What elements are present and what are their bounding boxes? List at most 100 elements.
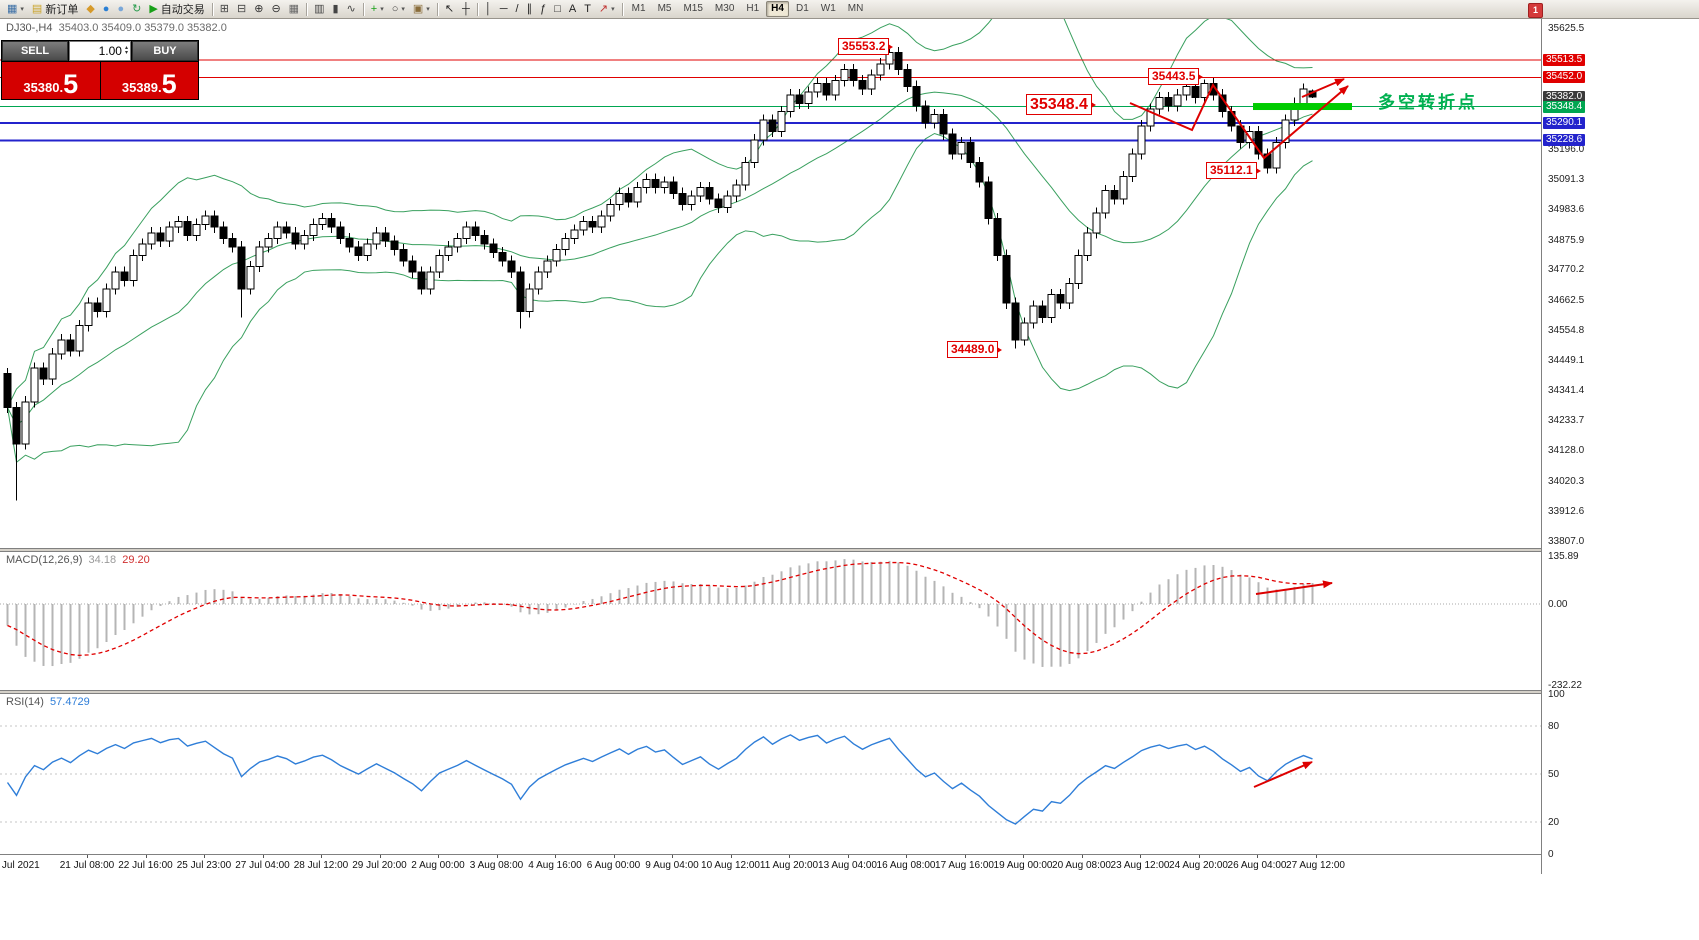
timeframe-d1[interactable]: D1 bbox=[795, 3, 809, 14]
time-axis-label: 21 Jul 08:00 bbox=[59, 860, 115, 871]
price-tick-label: 34128.0 bbox=[1548, 445, 1585, 457]
trend-zigzag-arrow[interactable] bbox=[1129, 83, 1349, 160]
trend-arrow-object[interactable] bbox=[1301, 78, 1345, 98]
candle-body bbox=[876, 63, 885, 76]
candle-body bbox=[39, 367, 48, 380]
period-separator-icon[interactable]: ⊟ bbox=[233, 0, 250, 18]
autotrading-button[interactable]: ▶ 自动交易 bbox=[145, 0, 208, 18]
market-watch-button[interactable]: ● bbox=[99, 0, 114, 18]
notification-badge[interactable]: 1 bbox=[1527, 3, 1543, 18]
timeframe-mn[interactable]: MN bbox=[847, 3, 864, 14]
cursor-button[interactable]: ↖ bbox=[441, 0, 458, 18]
fibonacci-button[interactable]: ƒ bbox=[536, 0, 550, 18]
timeframe-m15[interactable]: M15 bbox=[683, 3, 703, 14]
bollinger-lower-band bbox=[7, 132, 1313, 464]
periods-button[interactable]: ○ ▾ bbox=[388, 0, 409, 18]
crosshair-button[interactable]: ┼ bbox=[458, 0, 474, 18]
candle-body bbox=[741, 161, 750, 186]
horizontal-line-button[interactable]: ─ bbox=[496, 0, 512, 18]
timeframe-w1[interactable]: W1 bbox=[820, 3, 836, 14]
trend-arrow-object[interactable] bbox=[1255, 580, 1333, 595]
autotrading-button-icon: ▶ bbox=[149, 2, 158, 15]
new-chart-button[interactable]: ▦ ▾ bbox=[3, 0, 28, 18]
trendline-button[interactable]: / bbox=[512, 0, 523, 18]
symbol-name: DJ30-,H4 bbox=[6, 22, 53, 34]
timeframe-m30[interactable]: M30 bbox=[714, 3, 735, 14]
zoom-out-button[interactable]: ⊖ bbox=[267, 0, 284, 18]
candle-body bbox=[1137, 125, 1146, 155]
main-price-chart[interactable]: DJ30-,H4 35403.0 35409.0 35379.0 35382.0… bbox=[0, 19, 1541, 549]
macd-indicator-panel[interactable]: MACD(12,26,9) 34.18 29.20 bbox=[0, 552, 1541, 690]
zoom-in-button[interactable]: ⊕ bbox=[250, 0, 267, 18]
macd-scale-label: -232.22 bbox=[1548, 680, 1582, 692]
time-axis-tick bbox=[1023, 854, 1024, 858]
tile-windows-button[interactable]: ▦ bbox=[285, 0, 303, 18]
panel-divider[interactable] bbox=[0, 690, 1699, 694]
candle-body bbox=[732, 184, 741, 197]
macd-main-value: 34.18 bbox=[88, 554, 117, 566]
fibonacci-button-icon: ƒ bbox=[540, 2, 547, 15]
candle-body bbox=[498, 252, 507, 262]
toolbar-separator bbox=[436, 2, 438, 16]
candlestick-chart-button[interactable]: ▮ bbox=[328, 0, 342, 18]
candle-body bbox=[561, 237, 570, 251]
price-tick-label: 34341.4 bbox=[1548, 385, 1585, 397]
turning-point-note[interactable]: 多空转折点 bbox=[1378, 93, 1478, 112]
data-window-button[interactable]: ● bbox=[113, 0, 128, 18]
timeframe-m1[interactable]: M1 bbox=[631, 3, 646, 14]
candle-body bbox=[264, 237, 273, 248]
trend-arrow-object[interactable] bbox=[1253, 761, 1313, 788]
support-band-object[interactable] bbox=[1253, 103, 1352, 111]
candle-body bbox=[183, 221, 192, 237]
channel-button[interactable]: ∥ bbox=[523, 0, 537, 18]
timeframe-h4[interactable]: H4 bbox=[766, 1, 789, 17]
candle-body bbox=[21, 401, 30, 445]
shapes-button[interactable]: □ bbox=[550, 0, 565, 18]
candle-body bbox=[849, 68, 858, 82]
price-annotation[interactable]: 35443.5 bbox=[1148, 68, 1204, 85]
text-label-button[interactable]: T bbox=[580, 0, 595, 18]
sell-price[interactable]: 35380. 5 bbox=[2, 62, 100, 99]
time-axis-tick bbox=[379, 854, 381, 858]
buy-price[interactable]: 35389. 5 bbox=[100, 62, 198, 99]
buy-button[interactable]: BUY bbox=[132, 41, 198, 61]
metaeditor-button[interactable]: ◆ bbox=[82, 0, 98, 18]
refresh-button[interactable]: ↻ bbox=[128, 0, 145, 18]
lot-spin-down-icon[interactable]: ▾ bbox=[124, 50, 128, 56]
candle-body bbox=[1191, 85, 1200, 99]
sell-button[interactable]: SELL bbox=[2, 41, 68, 61]
line-chart-button[interactable]: ∿ bbox=[343, 0, 360, 18]
time-axis-label: 19 Aug 00:00 bbox=[993, 860, 1053, 871]
candle-body bbox=[1038, 305, 1047, 318]
timeframe-m5[interactable]: M5 bbox=[657, 3, 672, 14]
candle-body bbox=[147, 232, 156, 245]
vertical-line-button[interactable]: │ bbox=[481, 0, 496, 18]
bar-chart-button[interactable]: ▥ bbox=[310, 0, 328, 18]
new-order-button[interactable]: ▤ 新订单 bbox=[28, 0, 82, 18]
timeframe-h1[interactable]: H1 bbox=[746, 3, 760, 14]
arrows-button[interactable]: ↗ ▾ bbox=[595, 0, 619, 18]
candle-body bbox=[705, 187, 714, 200]
candle-body bbox=[777, 111, 786, 132]
lot-size-input[interactable]: 1.00 ▴ ▾ bbox=[69, 41, 131, 61]
text-button[interactable]: A bbox=[565, 0, 580, 18]
rsi-scale-label: 20 bbox=[1548, 817, 1560, 828]
time-axis-label: 23 Aug 12:00 bbox=[1110, 860, 1170, 871]
lot-spin-up-icon[interactable]: ▴ bbox=[124, 45, 128, 51]
candle-body bbox=[1200, 83, 1209, 99]
indicator-window-icon[interactable]: ⊞ bbox=[216, 0, 233, 18]
rsi-indicator-panel[interactable]: RSI(14) 57.4729 bbox=[0, 694, 1541, 854]
price-annotation[interactable]: 35553.2 bbox=[838, 38, 894, 55]
panel-divider[interactable] bbox=[0, 548, 1699, 552]
price-annotation[interactable]: 34489.0 bbox=[947, 341, 1003, 358]
indicators-button[interactable]: + ▾ bbox=[367, 0, 388, 18]
template-button[interactable]: ▣ ▾ bbox=[409, 0, 434, 18]
price-scale[interactable]: 35625.5 35196.0 35091.3 34983.6 34875.9 34770… bbox=[1541, 19, 1699, 874]
lot-spinner[interactable]: ▴ ▾ bbox=[124, 45, 128, 56]
candle-body bbox=[1146, 108, 1155, 127]
candle-body bbox=[867, 74, 876, 90]
rsi-label: RSI(14) 57.4729 bbox=[6, 696, 90, 708]
price-annotation[interactable]: 35112.1 bbox=[1206, 162, 1261, 179]
price-annotation[interactable]: 35348.4 bbox=[1026, 94, 1096, 115]
